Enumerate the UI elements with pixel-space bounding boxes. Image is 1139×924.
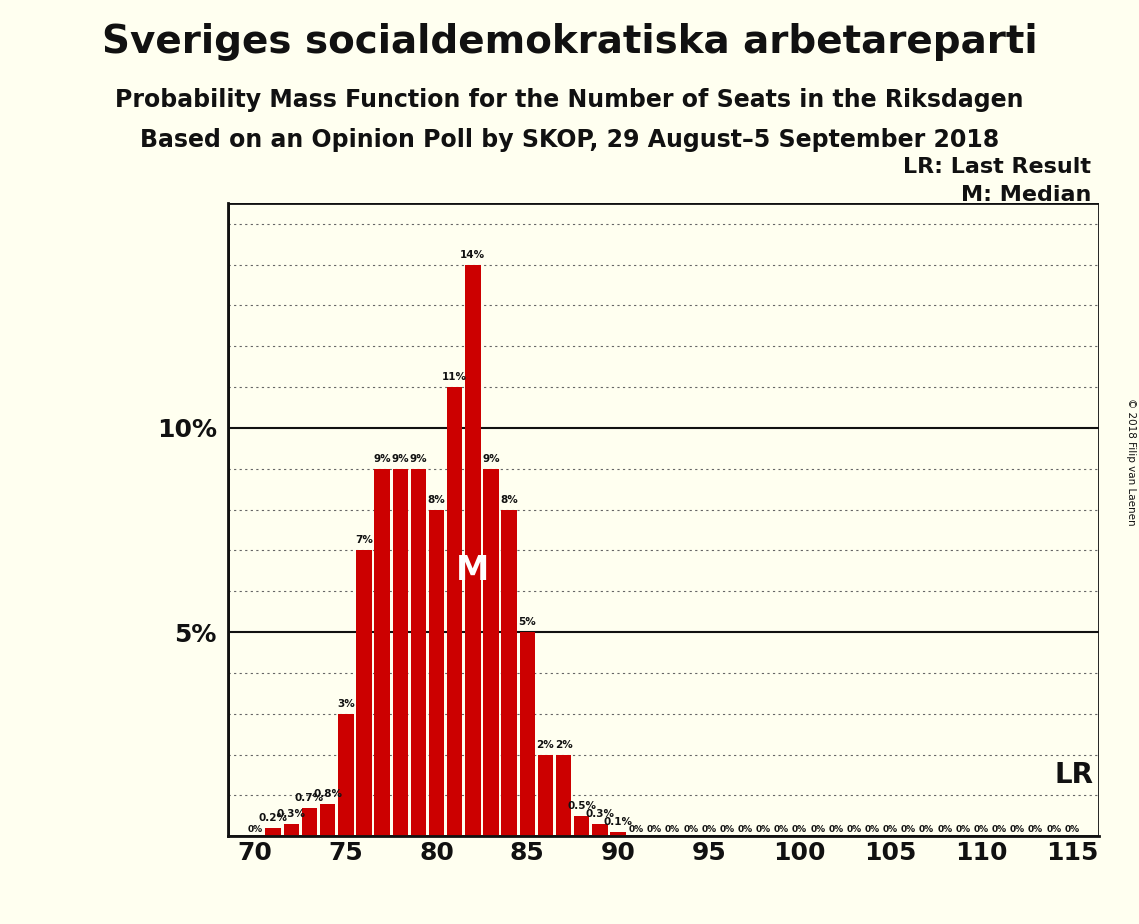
Text: 0.1%: 0.1% xyxy=(604,817,632,827)
Bar xyxy=(465,264,481,836)
Text: 0%: 0% xyxy=(810,825,826,834)
Text: 14%: 14% xyxy=(460,249,485,260)
Text: 0%: 0% xyxy=(974,825,989,834)
Text: M: M xyxy=(457,554,490,588)
Text: 9%: 9% xyxy=(392,454,409,464)
Bar xyxy=(302,808,317,836)
Text: 0.8%: 0.8% xyxy=(313,789,342,798)
Text: 9%: 9% xyxy=(410,454,427,464)
Text: 0%: 0% xyxy=(792,825,808,834)
Text: 2%: 2% xyxy=(536,739,555,749)
Text: 0%: 0% xyxy=(865,825,879,834)
Text: 0%: 0% xyxy=(901,825,916,834)
Bar xyxy=(446,387,462,836)
Text: 0.3%: 0.3% xyxy=(277,809,306,819)
Bar xyxy=(574,816,590,836)
Text: 0%: 0% xyxy=(1064,825,1080,834)
Text: 0%: 0% xyxy=(1029,825,1043,834)
Text: 2%: 2% xyxy=(555,739,573,749)
Text: 0%: 0% xyxy=(756,825,771,834)
Bar xyxy=(611,833,625,836)
Text: 0%: 0% xyxy=(720,825,735,834)
Text: 0%: 0% xyxy=(883,825,898,834)
Bar xyxy=(375,468,390,836)
Text: 9%: 9% xyxy=(374,454,391,464)
Text: 0%: 0% xyxy=(992,825,1007,834)
Text: 5%: 5% xyxy=(518,617,536,627)
Text: M: Median: M: Median xyxy=(961,185,1091,205)
Text: 0%: 0% xyxy=(665,825,680,834)
Bar xyxy=(265,828,281,836)
Bar xyxy=(320,804,335,836)
Text: 7%: 7% xyxy=(355,536,372,545)
Text: 0%: 0% xyxy=(247,825,263,834)
Text: 0%: 0% xyxy=(919,825,934,834)
Text: Based on an Opinion Poll by SKOP, 29 August–5 September 2018: Based on an Opinion Poll by SKOP, 29 Aug… xyxy=(140,128,999,152)
Text: 0%: 0% xyxy=(828,825,844,834)
Text: 0.5%: 0.5% xyxy=(567,801,597,811)
Text: 8%: 8% xyxy=(500,494,518,505)
Bar xyxy=(483,468,499,836)
Text: 0%: 0% xyxy=(937,825,952,834)
Bar xyxy=(284,824,300,836)
Bar xyxy=(519,632,535,836)
Text: Sveriges socialdemokratiska arbetareparti: Sveriges socialdemokratiska arbetarepart… xyxy=(101,23,1038,61)
Text: 0.7%: 0.7% xyxy=(295,793,325,803)
Text: LR: LR xyxy=(1055,761,1093,789)
Bar xyxy=(357,551,371,836)
Text: LR: Last Result: LR: Last Result xyxy=(903,157,1091,177)
Bar xyxy=(501,509,517,836)
Text: 0%: 0% xyxy=(1010,825,1025,834)
Text: 3%: 3% xyxy=(337,699,354,709)
Text: 0.2%: 0.2% xyxy=(259,813,288,823)
Text: 0%: 0% xyxy=(846,825,861,834)
Text: 0%: 0% xyxy=(702,825,716,834)
Bar xyxy=(393,468,408,836)
Text: 0%: 0% xyxy=(683,825,698,834)
Bar xyxy=(338,713,353,836)
Text: 0%: 0% xyxy=(1047,825,1062,834)
Text: 0%: 0% xyxy=(738,825,753,834)
Bar xyxy=(592,824,607,836)
Bar xyxy=(556,755,572,836)
Text: 0%: 0% xyxy=(629,825,644,834)
Text: Probability Mass Function for the Number of Seats in the Riksdagen: Probability Mass Function for the Number… xyxy=(115,88,1024,112)
Text: 0.3%: 0.3% xyxy=(585,809,614,819)
Bar xyxy=(411,468,426,836)
Text: 0%: 0% xyxy=(773,825,789,834)
Bar xyxy=(429,509,444,836)
Text: 0%: 0% xyxy=(647,825,662,834)
Text: 0%: 0% xyxy=(956,825,970,834)
Text: 11%: 11% xyxy=(442,372,467,383)
Text: 8%: 8% xyxy=(427,494,445,505)
Text: 9%: 9% xyxy=(482,454,500,464)
Bar xyxy=(538,755,554,836)
Text: © 2018 Filip van Laenen: © 2018 Filip van Laenen xyxy=(1126,398,1136,526)
